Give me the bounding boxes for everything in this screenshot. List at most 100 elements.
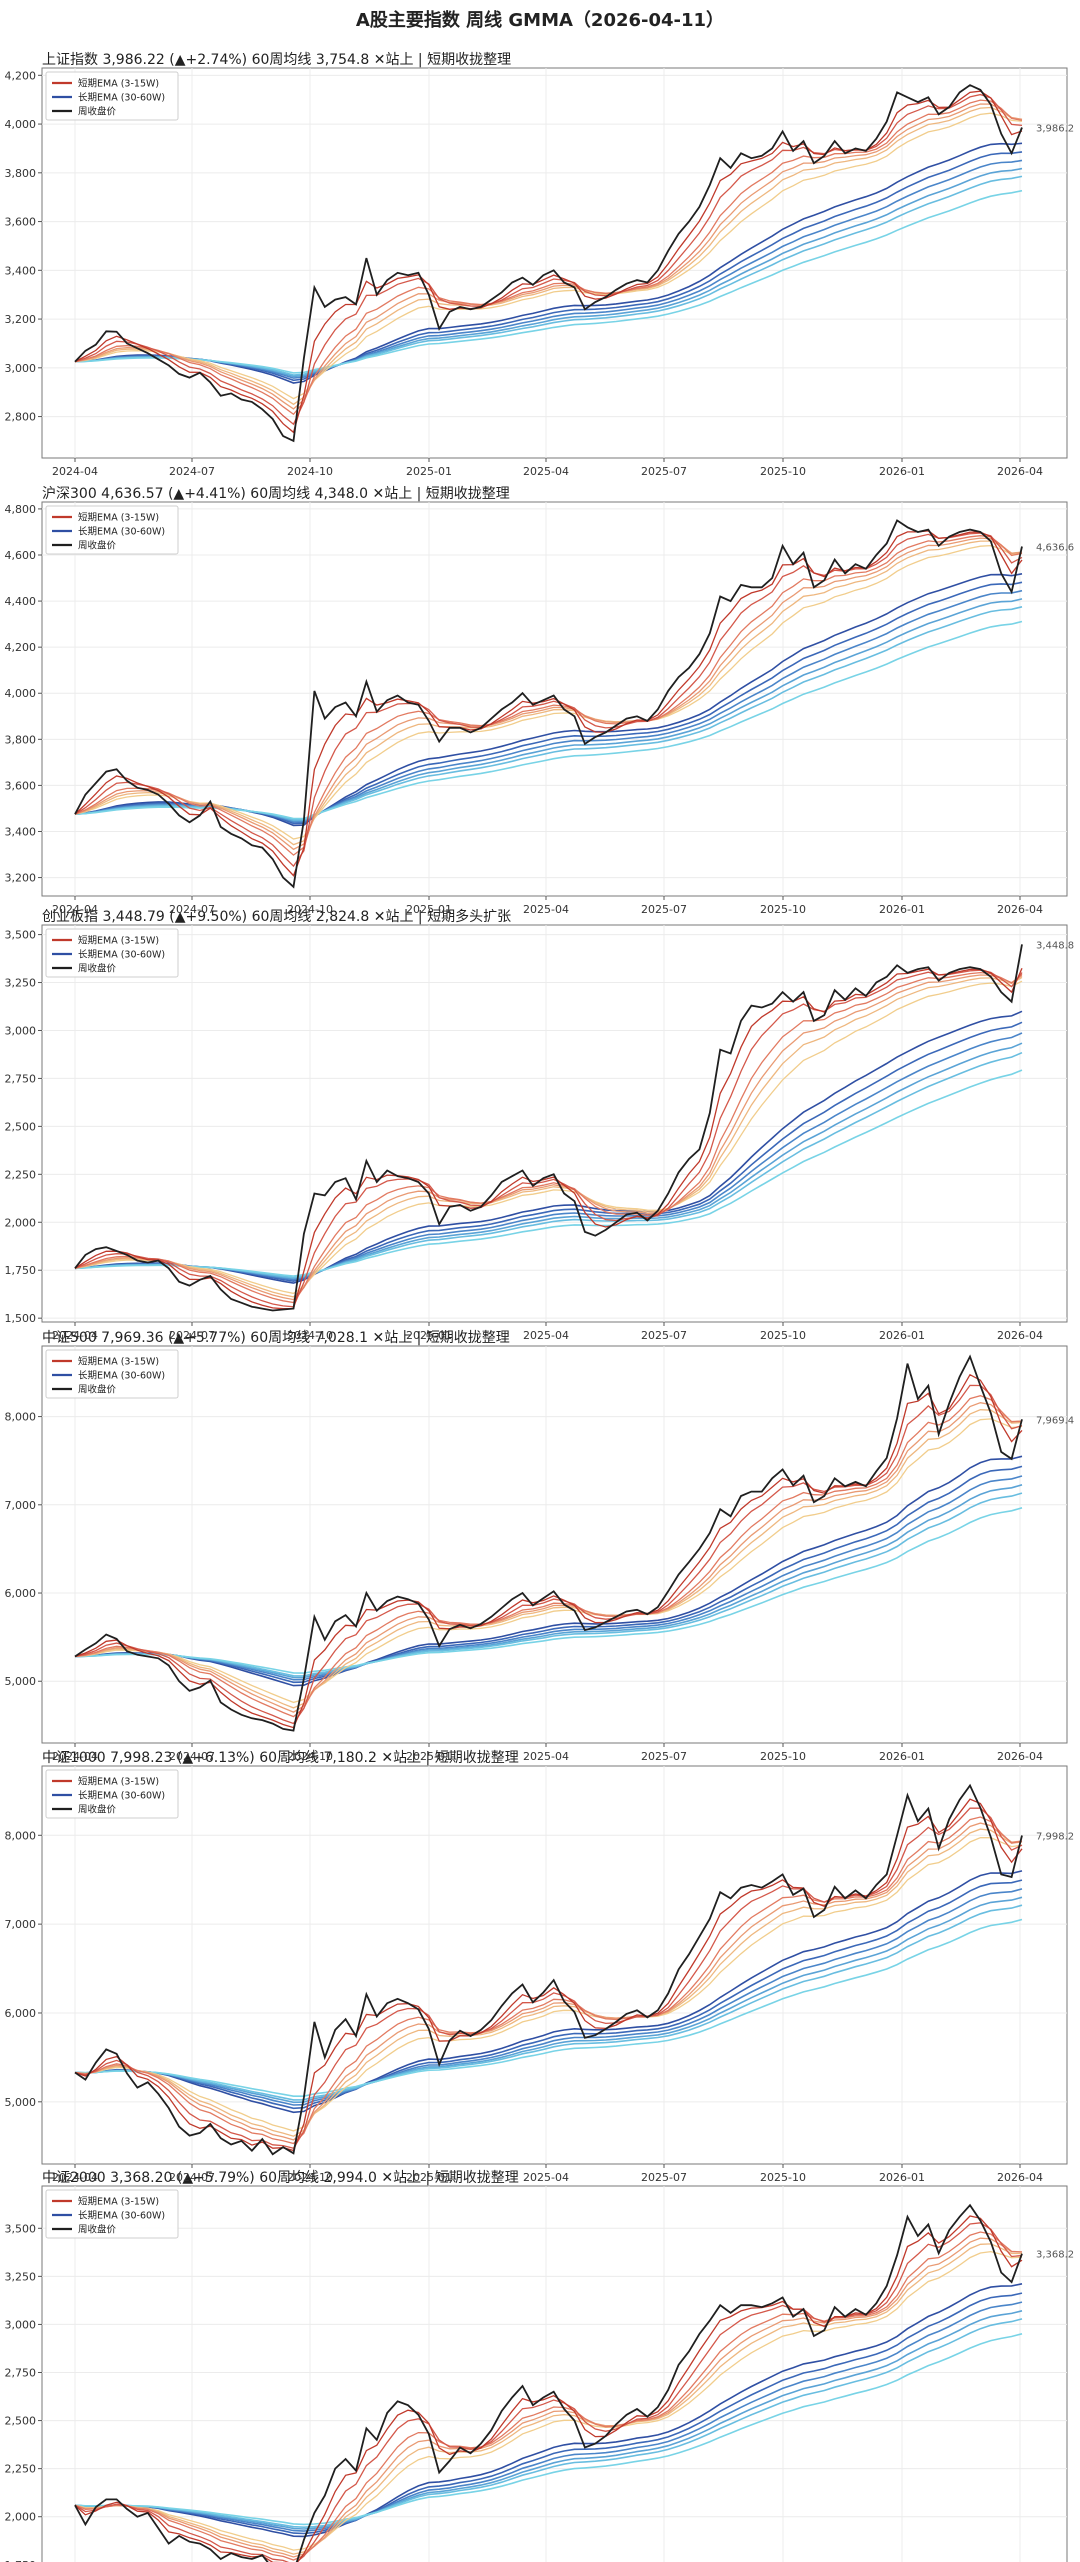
y-tick-label: 8,000 [5,1829,37,1842]
long-ema-40w-line [74,2301,1023,2532]
y-tick-label: 7,000 [5,1499,37,1512]
chart-2-title: 创业板指 3,448.79 (▲+9.50%) 60周均线 2,824.8 ✕站… [42,909,512,925]
y-tick-label: 3,800 [5,733,37,746]
y-tick-label: 2,250 [5,2463,37,2476]
short-ema-15w-line [74,1836,1023,2132]
y-tick-label: 4,800 [5,503,37,516]
y-tick-label: 3,250 [5,977,37,990]
x-tick-label: 2025-01 [406,903,452,916]
chart-3-title: 中证500 7,969.36 (▲+5.77%) 60周均线 7,028.1 ✕… [42,1330,510,1346]
legend-short-ema-label: 短期EMA (3-15W) [78,1776,159,1788]
long-ema-40w-line [74,1475,1023,1681]
short-ema-15w-line [74,980,1023,1295]
y-tick-label: 3,200 [5,872,37,885]
x-tick-label: 2025-07 [641,1329,687,1342]
x-tick-label: 2026-01 [879,903,925,916]
long-ema-60w-line [74,1507,1023,1674]
legend-weekly-close-label: 周收盘价 [78,106,117,118]
x-tick-label: 2026-04 [997,1750,1043,1763]
y-tick-label: 3,400 [5,264,37,277]
legend-long-ema-label: 长期EMA (30-60W) [78,92,165,104]
x-tick-label: 2024-07 [169,1750,215,1763]
y-tick-label: 6,000 [5,2007,37,2020]
short-ema-12w-line [74,1409,1023,1709]
x-tick-label: 2025-07 [641,1750,687,1763]
long-ema-30w-line [74,1870,1023,2114]
y-tick-label: 1,750 [5,1264,37,1277]
chart-legend: 短期EMA (3-15W) 长期EMA (30-60W) 周收盘价 [45,505,179,555]
short-ema-12w-line [74,1828,1023,2137]
long-ema-40w-line [74,1888,1023,2106]
x-tick-label: 2025-10 [760,2171,806,2184]
chart-0-title: 上证指数 3,986.22 (▲+2.74%) 60周均线 3,754.8 ✕站… [42,52,512,68]
y-tick-label: 7,000 [5,1918,37,1931]
short-ema-10w-line [74,1402,1023,1713]
legend-short-ema-label: 短期EMA (3-15W) [78,78,159,90]
chart-panel-4: 5,000 6,000 7,000 8,000 2024-04 2024-07 2024-1… [5,1765,1074,2184]
y-tick-label: 2,250 [5,1168,37,1181]
legend-weekly-close-label: 周收盘价 [78,963,117,975]
weekly-close-line [74,1783,1023,2156]
short-ema-15w-line [74,2250,1023,2551]
y-tick-label: 3,500 [5,2222,37,2235]
x-tick-label: 2026-04 [997,903,1043,916]
chart-panel-5: 1,750 2,000 2,250 2,500 2,750 3,000 3,250 3,500… [5,2185,1074,2562]
last-value-label: 3,368.2 [1036,2250,1074,2261]
short-ema-8w-line [74,971,1023,1304]
x-tick-label: 2025-01 [406,2171,452,2184]
x-tick-label: 2024-04 [52,1750,98,1763]
chart-1-title: 沪深300 4,636.57 (▲+4.41%) 60周均线 4,348.0 ✕… [42,486,510,502]
y-tick-label: 8,000 [5,1411,37,1424]
y-tick-label: 2,800 [5,411,37,424]
short-ema-15w-line [74,112,1023,400]
y-tick-label: 3,200 [5,313,37,326]
short-ema-12w-line [74,540,1023,846]
legend-short-ema-label: 短期EMA (3-15W) [78,935,159,947]
x-tick-label: 2026-04 [997,2171,1043,2184]
x-tick-label: 2024-04 [52,1329,98,1342]
weekly-close-line [74,84,1023,443]
weekly-close-line [74,944,1023,1312]
x-tick-label: 2026-04 [997,1329,1043,1342]
short-ema-12w-line [74,976,1023,1298]
y-tick-label: 4,400 [5,595,37,608]
legend-long-ema-label: 长期EMA (30-60W) [78,526,165,538]
y-tick-label: 3,800 [5,167,37,180]
y-tick-label: 2,000 [5,2511,37,2524]
x-tick-label: 2025-04 [523,1329,569,1342]
legend-short-ema-label: 短期EMA (3-15W) [78,2196,159,2208]
legend-short-ema-label: 短期EMA (3-15W) [78,512,159,524]
x-tick-label: 2025-01 [406,1750,452,1763]
legend-long-ema-label: 长期EMA (30-60W) [78,1790,165,1802]
y-tick-label: 3,000 [5,2318,37,2331]
short-ema-8w-line [74,1395,1023,1718]
legend-weekly-close-label: 周收盘价 [78,2224,117,2236]
y-tick-label: 6,000 [5,1587,37,1600]
legend-short-ema-label: 短期EMA (3-15W) [78,1356,159,1368]
x-tick-label: 2026-01 [879,465,925,478]
y-tick-label: 4,000 [5,118,37,131]
chart-legend: 短期EMA (3-15W) 长期EMA (30-60W) 周收盘价 [45,71,179,121]
y-tick-label: 4,200 [5,641,37,654]
y-tick-label: 2,750 [5,2367,37,2380]
legend-box [45,505,179,555]
y-tick-label: 2,500 [5,2415,37,2428]
chart-panel-3: 5,000 6,000 7,000 8,000 2024-04 2024-07 2024-1… [5,1345,1074,1763]
plot-frame [41,2185,1068,2562]
y-tick-label: 5,000 [5,2096,37,2109]
legend-box [45,928,179,978]
weekly-close-line [74,1354,1023,1732]
legend-box [45,1769,179,1819]
weekly-close-line [74,519,1023,889]
last-value-label: 4,636.6 [1036,542,1074,553]
short-ema-12w-line [74,106,1023,406]
long-ema-60w-line [74,189,1023,374]
long-ema-45w-line [74,2310,1023,2530]
long-ema-35w-line [74,1879,1023,2110]
chart-legend: 短期EMA (3-15W) 长期EMA (30-60W) 周收盘价 [45,2189,179,2239]
y-tick-label: 3,400 [5,825,37,838]
long-ema-50w-line [74,2318,1023,2529]
x-tick-label: 2024-07 [169,1329,215,1342]
short-ema-10w-line [74,974,1023,1301]
long-ema-45w-line [74,1896,1023,2104]
